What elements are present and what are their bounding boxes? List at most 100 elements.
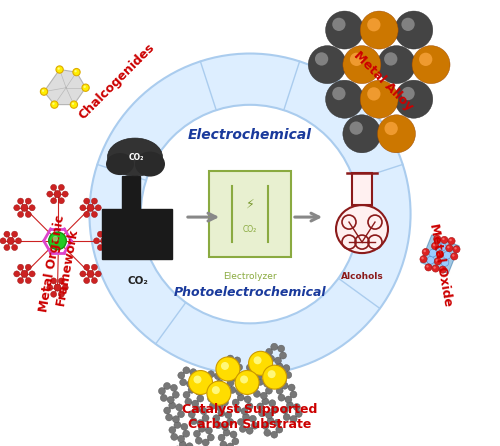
Circle shape bbox=[242, 413, 250, 421]
Circle shape bbox=[80, 205, 86, 211]
Circle shape bbox=[226, 418, 234, 425]
Circle shape bbox=[276, 387, 283, 394]
Text: Electrolyzer: Electrolyzer bbox=[223, 272, 277, 281]
Text: Catalyst Supported
Carbon Substrate: Catalyst Supported Carbon Substrate bbox=[182, 403, 318, 431]
Circle shape bbox=[94, 238, 100, 244]
Circle shape bbox=[244, 396, 251, 403]
Circle shape bbox=[452, 254, 454, 256]
Circle shape bbox=[16, 238, 22, 244]
Circle shape bbox=[450, 239, 452, 241]
Circle shape bbox=[454, 247, 456, 249]
Circle shape bbox=[190, 418, 197, 425]
Text: Metal Alloy: Metal Alloy bbox=[350, 49, 415, 114]
Circle shape bbox=[267, 417, 274, 424]
Circle shape bbox=[160, 394, 168, 401]
Circle shape bbox=[280, 376, 286, 384]
Circle shape bbox=[87, 204, 94, 211]
Circle shape bbox=[378, 115, 416, 153]
Circle shape bbox=[326, 11, 364, 49]
Circle shape bbox=[446, 244, 453, 252]
Circle shape bbox=[92, 277, 98, 284]
Circle shape bbox=[270, 407, 278, 413]
Circle shape bbox=[196, 437, 202, 444]
Circle shape bbox=[419, 53, 432, 66]
Circle shape bbox=[105, 231, 111, 237]
Circle shape bbox=[280, 352, 286, 359]
Circle shape bbox=[384, 52, 398, 66]
Circle shape bbox=[50, 278, 56, 284]
Circle shape bbox=[84, 86, 86, 88]
Circle shape bbox=[186, 380, 194, 388]
Circle shape bbox=[178, 372, 185, 379]
Circle shape bbox=[262, 365, 286, 389]
Circle shape bbox=[62, 285, 68, 291]
Polygon shape bbox=[44, 70, 86, 105]
Circle shape bbox=[434, 235, 441, 242]
Circle shape bbox=[105, 244, 111, 251]
Circle shape bbox=[237, 394, 244, 401]
Circle shape bbox=[258, 410, 266, 417]
Circle shape bbox=[51, 101, 58, 108]
Circle shape bbox=[216, 380, 223, 387]
Circle shape bbox=[214, 421, 222, 429]
Circle shape bbox=[315, 52, 328, 66]
Circle shape bbox=[440, 268, 443, 270]
Circle shape bbox=[422, 248, 430, 256]
Circle shape bbox=[264, 429, 271, 436]
Circle shape bbox=[274, 419, 281, 426]
Circle shape bbox=[453, 246, 460, 253]
Circle shape bbox=[234, 357, 240, 364]
Circle shape bbox=[216, 357, 240, 381]
Circle shape bbox=[54, 190, 61, 198]
Circle shape bbox=[218, 410, 225, 417]
Circle shape bbox=[109, 238, 115, 244]
Circle shape bbox=[425, 264, 432, 271]
Circle shape bbox=[424, 250, 426, 252]
Circle shape bbox=[278, 345, 284, 352]
Circle shape bbox=[18, 198, 24, 204]
Circle shape bbox=[326, 80, 364, 118]
Circle shape bbox=[281, 382, 288, 389]
Circle shape bbox=[70, 101, 78, 108]
Text: Alcohols: Alcohols bbox=[340, 272, 384, 281]
Circle shape bbox=[92, 211, 98, 218]
Circle shape bbox=[169, 426, 176, 434]
Circle shape bbox=[183, 367, 190, 374]
Circle shape bbox=[246, 403, 253, 410]
Circle shape bbox=[422, 257, 424, 260]
Circle shape bbox=[213, 415, 220, 422]
Circle shape bbox=[360, 11, 398, 49]
Circle shape bbox=[174, 421, 181, 429]
Circle shape bbox=[236, 388, 242, 395]
Circle shape bbox=[432, 242, 438, 250]
Circle shape bbox=[250, 415, 256, 422]
Circle shape bbox=[236, 364, 242, 371]
Circle shape bbox=[255, 373, 262, 380]
Circle shape bbox=[100, 237, 108, 244]
Text: Photoelectrochemical: Photoelectrochemical bbox=[174, 286, 326, 299]
Text: Metal Oxide: Metal Oxide bbox=[427, 223, 454, 308]
Circle shape bbox=[182, 430, 190, 437]
Circle shape bbox=[394, 11, 432, 49]
Circle shape bbox=[218, 434, 225, 441]
Circle shape bbox=[286, 402, 294, 409]
Circle shape bbox=[92, 198, 98, 204]
Circle shape bbox=[240, 376, 248, 384]
Circle shape bbox=[170, 384, 177, 391]
Circle shape bbox=[223, 429, 230, 436]
Circle shape bbox=[52, 103, 54, 105]
Circle shape bbox=[206, 427, 212, 434]
Circle shape bbox=[450, 253, 458, 260]
Circle shape bbox=[95, 271, 102, 277]
Circle shape bbox=[84, 264, 89, 270]
Circle shape bbox=[202, 439, 209, 446]
Circle shape bbox=[283, 364, 290, 372]
Circle shape bbox=[343, 115, 381, 153]
Circle shape bbox=[438, 243, 446, 251]
Circle shape bbox=[246, 364, 254, 371]
Circle shape bbox=[227, 380, 234, 387]
Circle shape bbox=[258, 361, 266, 368]
Circle shape bbox=[252, 359, 258, 366]
Circle shape bbox=[195, 388, 202, 395]
Circle shape bbox=[14, 271, 20, 277]
